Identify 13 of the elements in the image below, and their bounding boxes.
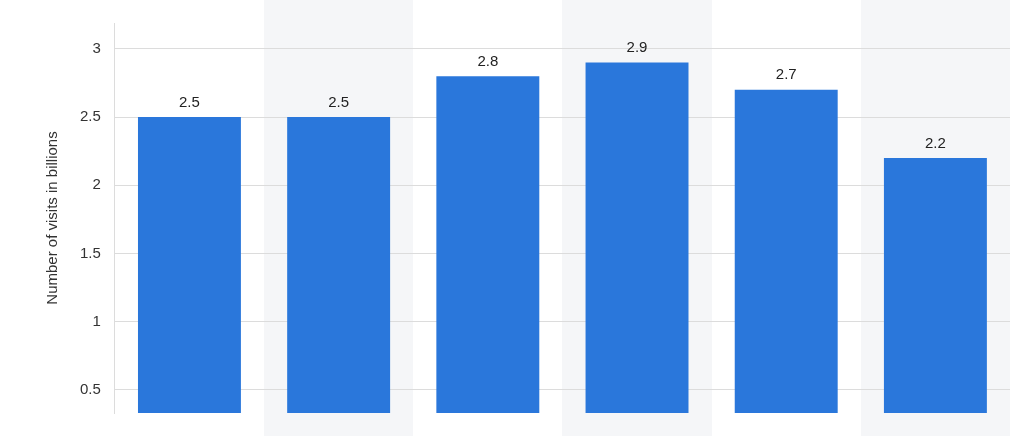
y-tick-label: 2.5 xyxy=(79,107,101,125)
data-label: 2.8 xyxy=(477,51,499,69)
y-tick-label: 1.5 xyxy=(79,243,101,261)
data-label: 2.9 xyxy=(626,38,648,56)
data-label: 2.7 xyxy=(775,65,797,83)
data-label: 2.2 xyxy=(924,133,946,151)
y-axis-title: Number of visits in billions xyxy=(43,131,61,305)
y-tick-label: 0.5 xyxy=(79,379,101,397)
y-tick-label: 1 xyxy=(92,311,101,329)
data-label: 2.5 xyxy=(179,92,200,110)
y-tick-label: 3 xyxy=(92,39,101,57)
y-tick-label: 2 xyxy=(92,175,101,193)
data-label: 2.5 xyxy=(328,92,350,110)
